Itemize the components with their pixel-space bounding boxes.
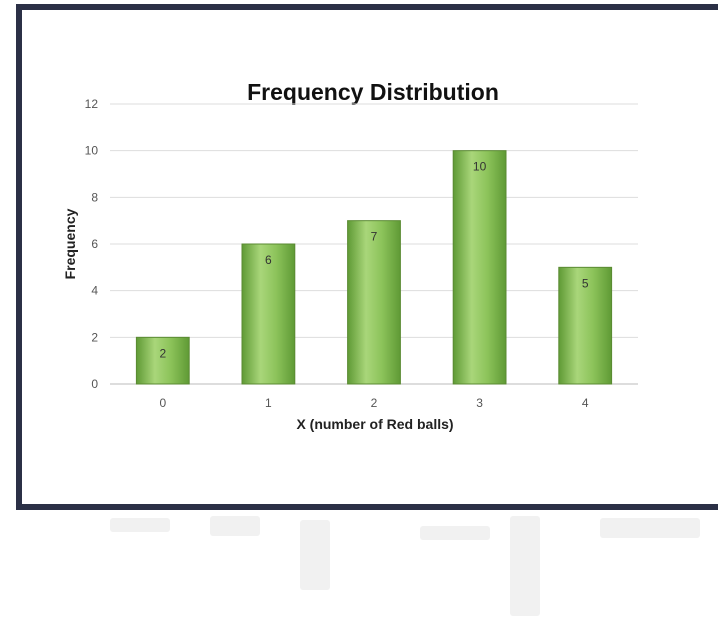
chart-title: Frequency Distribution — [247, 79, 499, 105]
bar — [241, 243, 296, 385]
y-axis-label: Frequency — [62, 208, 78, 279]
y-tick-label: 0 — [91, 377, 98, 391]
x-tick-label: 2 — [371, 396, 378, 410]
faded-text-block — [600, 518, 700, 538]
data-label: 2 — [159, 346, 166, 360]
x-tick-label: 4 — [582, 396, 589, 410]
x-axis-label: X (number of Red balls) — [296, 416, 453, 432]
x-tick-label: 0 — [159, 396, 166, 410]
y-tick-label: 10 — [85, 144, 99, 158]
data-label: 10 — [473, 160, 487, 174]
y-tick-label: 4 — [91, 284, 98, 298]
faded-text-block — [300, 520, 330, 590]
y-tick-label: 8 — [91, 190, 98, 204]
bar — [135, 336, 190, 385]
y-tick-label: 12 — [85, 97, 99, 111]
y-tick-label: 2 — [91, 330, 98, 344]
faded-text-block — [420, 526, 490, 540]
x-tick-label: 3 — [476, 396, 483, 410]
bar — [558, 266, 613, 385]
data-label: 7 — [371, 230, 378, 244]
data-label: 5 — [582, 276, 589, 290]
data-label: 6 — [265, 253, 272, 267]
faded-text-block — [510, 516, 540, 616]
bar — [452, 150, 507, 385]
lower-blank-area — [0, 508, 718, 629]
faded-text-block — [110, 518, 170, 532]
faded-text-block — [210, 516, 260, 536]
bar — [347, 220, 401, 385]
x-tick-label: 1 — [265, 396, 272, 410]
y-tick-label: 6 — [91, 237, 98, 251]
